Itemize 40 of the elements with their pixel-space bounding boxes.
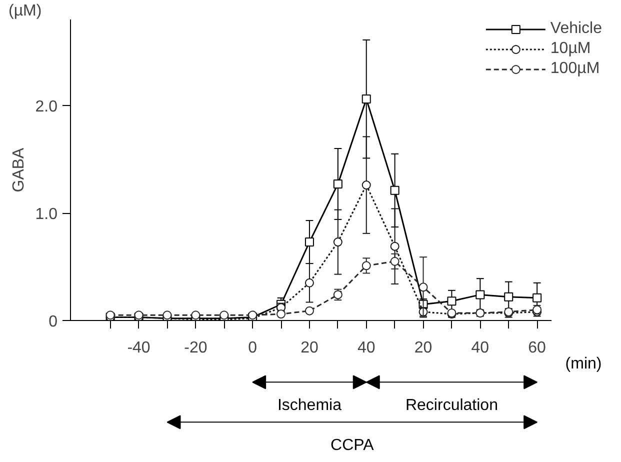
point: [390, 186, 400, 195]
x-tick-label: -20: [184, 340, 208, 356]
point: [390, 242, 400, 251]
point: [418, 282, 428, 292]
legend-label: 10µM: [550, 40, 591, 58]
point: [362, 261, 371, 270]
x-tick-label: -40: [127, 340, 150, 356]
legend-label: Vehicle: [550, 20, 602, 38]
point: [390, 256, 400, 266]
point: [447, 296, 456, 306]
point: [532, 293, 542, 302]
y-tick-label: 2.0: [35, 98, 58, 116]
point: [304, 278, 314, 288]
x-tick-label: 40: [357, 340, 376, 356]
point: [304, 306, 314, 316]
x-tick-label: 0: [248, 340, 258, 356]
text: (µM): [8, 2, 42, 20]
point: [333, 179, 342, 188]
x-axis-title: (min): [565, 356, 602, 372]
x-tick-label: 60: [528, 340, 546, 356]
text: CCPA: [330, 437, 374, 454]
x-tick-label: 20: [414, 340, 432, 356]
point: [333, 238, 342, 247]
y-tick-label: 1.0: [35, 206, 58, 223]
point: [362, 180, 371, 190]
legend-label: 100µM: [550, 60, 600, 78]
x-tick-label: 40: [471, 340, 490, 356]
text: Recirculation: [405, 397, 498, 414]
point: [362, 94, 371, 104]
y-axis-title: GABA: [10, 147, 28, 192]
x-tick-label: 20: [300, 340, 318, 356]
y-tick-label: 0: [48, 314, 58, 330]
point: [504, 292, 514, 302]
point: [220, 310, 229, 320]
point: [276, 310, 286, 319]
point: [191, 310, 200, 320]
text: Ischemia: [277, 397, 342, 414]
point: [476, 290, 485, 300]
point: [162, 310, 172, 320]
point: [304, 238, 314, 247]
